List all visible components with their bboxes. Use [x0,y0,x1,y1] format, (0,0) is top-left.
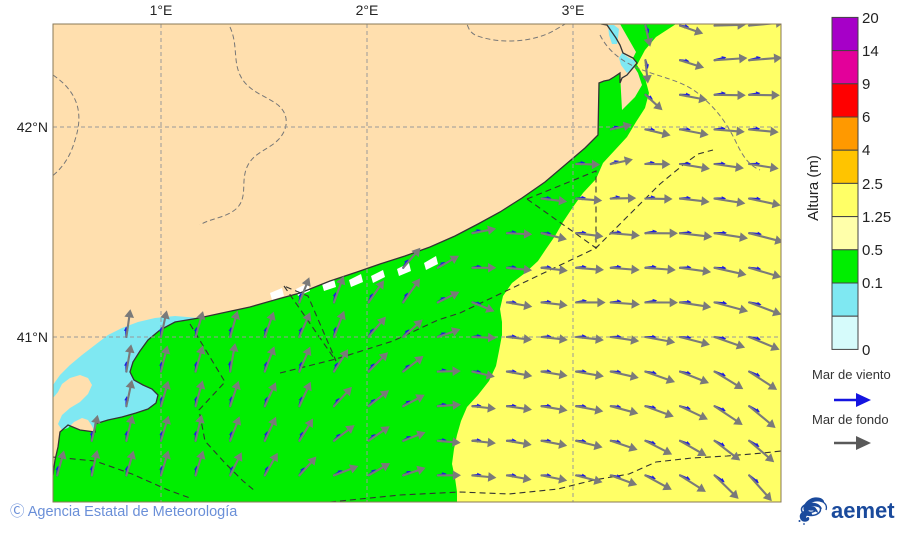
svg-text:Mar de viento: Mar de viento [812,367,891,382]
svg-text:0.5: 0.5 [862,242,883,259]
svg-text:3°E: 3°E [562,2,585,18]
svg-text:9: 9 [862,76,870,93]
svg-text:Altura (m): Altura (m) [805,155,822,221]
svg-text:0: 0 [862,342,870,359]
svg-text:42°N: 42°N [17,119,48,135]
svg-text:20: 20 [862,10,879,27]
svg-text:2.5: 2.5 [862,176,883,193]
svg-text:Ⓒ Agencia Estatal de Meteorolo: Ⓒ Agencia Estatal de Meteorología [10,503,238,520]
svg-text:aemet: aemet [831,498,895,523]
svg-text:0.1: 0.1 [862,275,883,292]
svg-text:1°E: 1°E [150,2,173,18]
svg-text:Mar de fondo: Mar de fondo [812,412,889,427]
svg-text:14: 14 [862,43,879,60]
svg-text:41°N: 41°N [17,329,48,345]
svg-text:1.25: 1.25 [862,209,891,226]
svg-text:4: 4 [862,142,870,159]
svg-text:6: 6 [862,109,870,126]
svg-text:2°E: 2°E [356,2,379,18]
